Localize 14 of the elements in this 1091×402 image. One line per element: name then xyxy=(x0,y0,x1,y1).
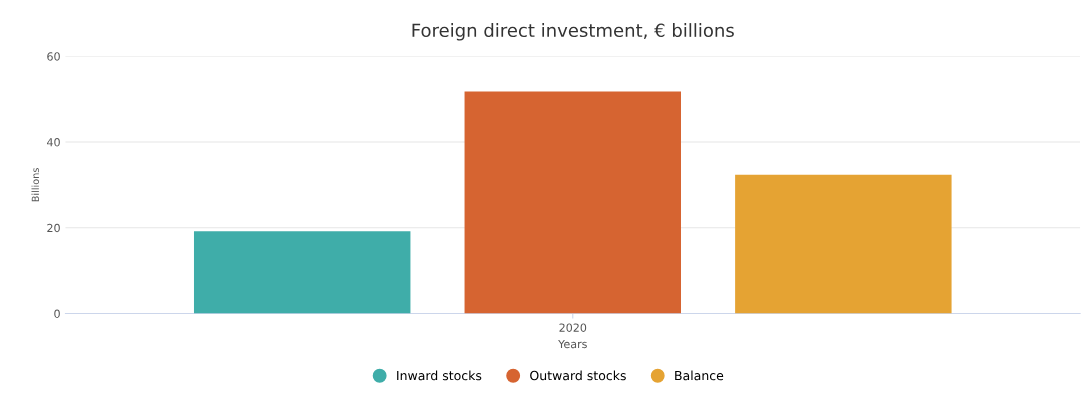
bar xyxy=(464,91,681,314)
y-tick-label: 20 xyxy=(47,223,60,233)
chart-title: Foreign direct investment, € billions xyxy=(412,23,734,41)
legend-label: Outward stocks xyxy=(530,370,626,381)
bar xyxy=(193,231,411,314)
bar xyxy=(735,174,952,314)
y-tick-label: 0 xyxy=(54,309,60,318)
legend-label: Inward stocks xyxy=(397,370,482,381)
y-axis-title: Billions xyxy=(31,168,40,202)
x-axis-title: Years xyxy=(558,339,587,349)
y-tick-label: 40 xyxy=(47,138,60,147)
x-tick-label: 2020 xyxy=(559,323,587,332)
legend-label: Balance xyxy=(675,370,724,381)
y-tick-label: 60 xyxy=(47,52,60,61)
